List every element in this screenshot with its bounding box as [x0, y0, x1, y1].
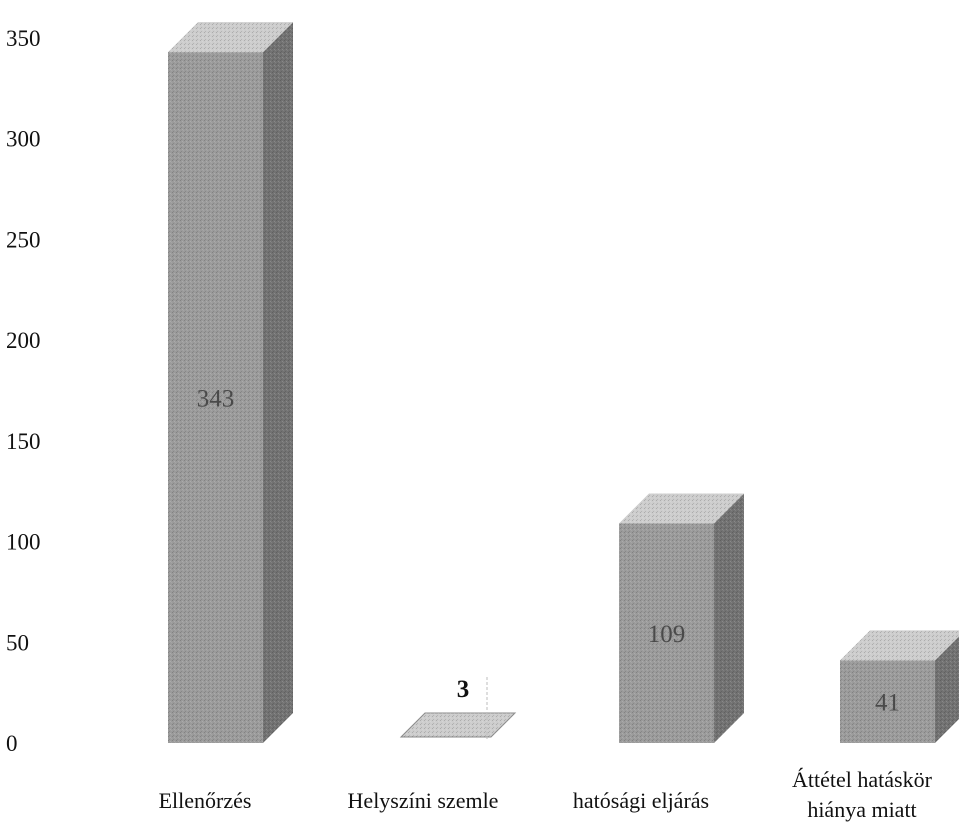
y-tick-label: 100 [6, 530, 41, 555]
bar-front-texture [619, 523, 714, 743]
bar: 109 [619, 493, 744, 743]
y-tick-label: 200 [6, 328, 41, 353]
y-tick-label: 300 [6, 127, 41, 152]
x-category-label: hiánya miatt [807, 797, 916, 822]
bar-value-label: 41 [875, 690, 900, 717]
x-category-label: hatósági eljárás [573, 788, 709, 813]
bar-top-texture [401, 713, 515, 737]
bar-side-texture [714, 493, 744, 743]
y-tick-label: 350 [6, 26, 41, 51]
y-tick-label: 0 [6, 731, 18, 756]
y-tick-label: 150 [6, 429, 41, 454]
bar: 3 [399, 676, 517, 739]
x-category-label: Áttétel hatáskör [792, 767, 933, 792]
bar-series: 343 3 109 41 [168, 22, 959, 744]
bar-front-texture [840, 660, 935, 743]
y-axis: 0 50 100 150 200 250 300 350 [6, 26, 41, 756]
bar-top-texture [168, 22, 293, 53]
bar-side-texture [935, 636, 959, 743]
bar-value-label: 109 [648, 621, 686, 648]
bar-top-texture [619, 493, 744, 524]
bar: 343 [168, 22, 293, 744]
bar-value-label: 3 [457, 676, 470, 703]
x-axis: Ellenőrzés Helyszíni szemle hatósági eljár… [159, 767, 933, 822]
bar: 41 [840, 630, 959, 743]
x-category-label: Helyszíni szemle [348, 788, 499, 813]
bar-value-label: 343 [197, 386, 235, 413]
bar-top-texture [840, 630, 959, 661]
x-category-label: Ellenőrzés [159, 788, 252, 813]
bar-front-texture [168, 52, 263, 744]
y-tick-label: 250 [6, 227, 41, 252]
y-tick-label: 50 [6, 630, 29, 655]
bar-side-texture [263, 22, 293, 744]
